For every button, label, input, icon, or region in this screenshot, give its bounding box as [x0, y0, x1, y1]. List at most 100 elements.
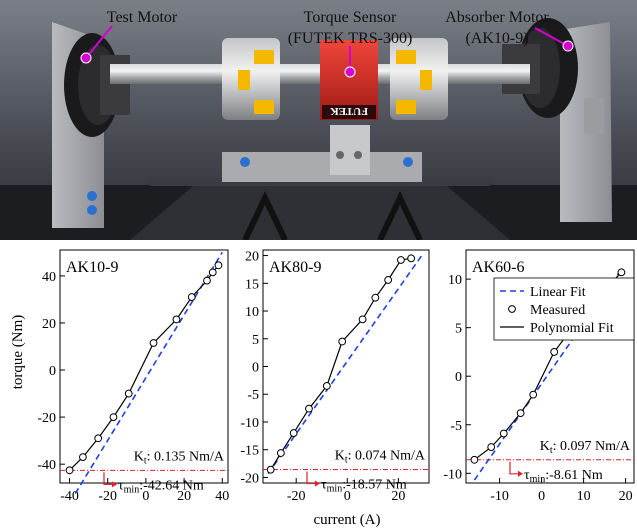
x-tick-label: 40 [215, 489, 229, 504]
y-tick-label: -40 [37, 458, 56, 473]
tau-symbol: τ [118, 478, 124, 493]
x-tick-label: -40 [60, 489, 79, 504]
panel-title: AK80-9 [269, 259, 321, 276]
torque-sensor-model-label: (FUTEK TRS-300) [288, 30, 413, 47]
x-tick-label: -20 [98, 489, 117, 504]
torque-current-plots: torque (Nm) current (A) -40 -20 0 20 40 -40 -2… [10, 249, 635, 528]
x-tick-label: 20 [619, 489, 633, 504]
kt-subscript: t [550, 445, 553, 456]
y-axis-label: torque (Nm) [10, 315, 26, 390]
measured-point [338, 337, 347, 346]
measured-point [208, 268, 217, 277]
measured-point [266, 465, 275, 474]
x-tick-label: 20 [177, 489, 191, 504]
measured-point [172, 315, 181, 324]
sensor-brand-print: FUTEK [330, 105, 368, 117]
tau-min-annotation: τmin:-42.64 Nm [118, 478, 204, 495]
y-tick-label: -10 [240, 416, 259, 431]
measured-point [305, 404, 313, 413]
y-tick-label: 10 [245, 305, 259, 320]
tau-value: :-42.64 Nm [139, 478, 204, 493]
measured-point [124, 389, 133, 398]
measured-point [470, 455, 479, 464]
measured-point [187, 293, 196, 301]
measured-point [94, 434, 103, 443]
panel-title: AK60-6 [472, 259, 524, 276]
measured-point [109, 413, 118, 422]
absorber-motor-label: Absorber Motor [445, 9, 549, 26]
tau-subscript: min [327, 484, 343, 495]
measured-point [371, 293, 380, 302]
plot-frame [262, 249, 430, 484]
x-tick-label: 0 [142, 489, 149, 504]
y-tick-label: -5 [450, 419, 462, 434]
measured-point [487, 443, 496, 451]
measured-point [516, 409, 525, 418]
y-tick-label: 15 [245, 277, 259, 292]
dynamometer-photo: FUTEK Test Motor Torque Sensor (FUTEK TR… [0, 0, 637, 240]
measured-point [550, 348, 559, 356]
kt-annotation: Kt: 0.135 Nm/A [134, 449, 225, 466]
kt-subscript: t [345, 455, 348, 466]
support-frame [0, 178, 637, 240]
measured-point [499, 429, 508, 438]
tau-symbol: τ [524, 468, 530, 483]
measured-point [358, 315, 367, 324]
kt-value: : 0.074 Nm/A [348, 449, 426, 464]
tau-arrowhead [518, 470, 523, 477]
y-tick-label: 0 [49, 364, 56, 379]
tau-arrowhead [112, 481, 117, 488]
y-tick-label: 5 [252, 333, 259, 348]
legend-measured-swatch [508, 305, 516, 313]
linear-fit-line [74, 251, 223, 495]
kt-value: : 0.135 Nm/A [147, 449, 225, 464]
measured-point [397, 256, 405, 264]
y-tick-label: 0 [455, 370, 462, 385]
measured-point [214, 261, 223, 270]
chart-ak80-9: -20 0 20 -20 -15 -10 -5 0 5 10 15 20 AK80-9 Kt: 0.074… [240, 249, 430, 504]
legend-poly-label: Polynomial Fit [530, 321, 614, 336]
kt-value: : 0.097 Nm/A [553, 439, 631, 454]
kt-symbol: K [540, 439, 550, 454]
legend-measured-label: Measured [530, 303, 585, 318]
y-tick-label: 20 [42, 317, 56, 332]
y-tick-label: 20 [245, 250, 259, 265]
legend-box [493, 277, 635, 341]
kt-annotation: Kt: 0.097 Nm/A [540, 439, 631, 456]
annotation-markers [80, 25, 574, 78]
kt-symbol: K [134, 449, 144, 464]
tau-subscript: min [124, 484, 140, 495]
right-coupler [390, 38, 448, 120]
y-tick-label: 0 [252, 361, 259, 376]
y-tick-label: 5 [455, 322, 462, 337]
measured-point [276, 449, 285, 457]
linear-fit-line [267, 255, 422, 475]
measured-point [617, 268, 626, 277]
legend: Linear Fit Measured Polynomial Fit [493, 277, 635, 341]
absorber-motor-model-label: (AK10-9) [465, 30, 528, 47]
measured-point [289, 429, 298, 437]
y-tick-label: -20 [240, 471, 259, 486]
kt-annotation: Kt: 0.074 Nm/A [335, 449, 426, 466]
x-tick-label: 20 [391, 489, 405, 504]
x-tick-label: 0 [538, 489, 545, 504]
measured-point [203, 276, 211, 285]
tau-subscript: min [530, 474, 546, 485]
y-tick-label: -20 [37, 411, 56, 426]
test-motor-label: Test Motor [107, 9, 178, 26]
x-axis-label: current (A) [313, 512, 380, 528]
tau-arrow [103, 472, 112, 485]
x-tick-label: -10 [490, 489, 509, 504]
x-tick-label: 0 [344, 489, 351, 504]
panel-title: AK10-9 [66, 259, 118, 276]
measured-point [407, 254, 416, 263]
tau-arrow [306, 471, 315, 485]
y-tick-label: -15 [240, 444, 259, 459]
measured-point [322, 382, 331, 390]
tau-arrowhead [315, 480, 320, 487]
x-tick-label: -20 [287, 489, 306, 504]
measured-point [384, 276, 393, 284]
y-tick-label: -5 [247, 388, 259, 403]
tau-arrow [509, 461, 518, 475]
measured-point [79, 453, 87, 462]
